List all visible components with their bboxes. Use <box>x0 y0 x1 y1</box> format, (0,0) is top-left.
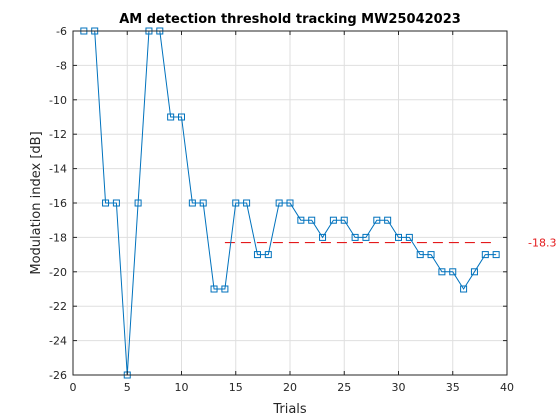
data-point-marker <box>210 285 218 293</box>
data-point-marker <box>167 113 175 121</box>
data-point-marker <box>405 233 413 241</box>
y-axis-title: Modulation index [dB] <box>29 131 44 274</box>
data-point-marker <box>373 216 381 224</box>
data-point-marker <box>134 199 142 207</box>
data-point-marker <box>188 199 196 207</box>
data-point-marker <box>395 233 402 241</box>
x-tick-label: 15 <box>229 381 243 394</box>
data-point-marker <box>438 268 446 276</box>
data-point-marker <box>199 199 207 207</box>
data-point-marker <box>253 251 261 259</box>
y-tick-label: -14 <box>49 163 67 176</box>
y-tick-label: -16 <box>49 197 67 210</box>
data-point-marker <box>481 251 489 259</box>
y-tick-label: -20 <box>49 266 67 279</box>
data-point-marker <box>308 216 316 224</box>
data-point-marker <box>449 268 457 276</box>
ticks: 0 5 10 15 20 25 30 35 40 -26 -24 -22 -20 -18 -16 -14 -12… <box>49 25 514 394</box>
data-point-marker <box>492 251 500 259</box>
data-point-marker <box>102 199 110 207</box>
y-tick-label: -26 <box>49 369 67 382</box>
x-tick-label: 25 <box>337 381 351 394</box>
data-point-marker <box>460 285 468 293</box>
data-point-marker <box>340 216 348 224</box>
x-axis-title: Trials <box>272 402 307 417</box>
data-point-marker <box>329 216 337 224</box>
x-tick-label: 35 <box>446 381 460 394</box>
data-point-marker <box>232 199 240 207</box>
chart-title: AM detection threshold tracking MW250420… <box>119 12 461 27</box>
x-tick-label: 0 <box>70 381 77 394</box>
data-point-marker <box>221 285 229 293</box>
data-point-marker <box>319 233 327 241</box>
y-tick-label: -18 <box>49 231 67 244</box>
y-tick-label: -24 <box>49 335 67 348</box>
data-point-marker <box>275 199 283 207</box>
data-point-marker <box>351 233 359 241</box>
x-tick-label: 5 <box>124 381 131 394</box>
grid <box>72 30 508 376</box>
x-tick-label: 10 <box>175 381 189 394</box>
data-point-marker <box>427 251 435 259</box>
data-point-marker <box>470 268 478 276</box>
data-point-marker <box>112 199 120 207</box>
data-point-marker <box>243 199 251 207</box>
data-point-marker <box>384 216 392 224</box>
data-point-marker <box>416 251 424 259</box>
data-point-marker <box>264 251 272 259</box>
data-point-marker <box>297 216 305 224</box>
x-tick-label: 30 <box>392 381 406 394</box>
x-tick-label: 40 <box>500 381 514 394</box>
x-tick-label: 20 <box>283 381 297 394</box>
data-point-marker <box>362 233 370 241</box>
y-tick-label: -8 <box>56 59 67 72</box>
data-point-marker <box>178 113 185 121</box>
y-tick-label: -10 <box>49 94 67 107</box>
y-tick-label: -22 <box>49 300 67 313</box>
y-tick-label: -6 <box>56 25 67 38</box>
y-tick-label: -12 <box>49 128 67 141</box>
data-point-marker <box>286 199 294 207</box>
threshold-label: -18.3 <box>528 237 556 250</box>
